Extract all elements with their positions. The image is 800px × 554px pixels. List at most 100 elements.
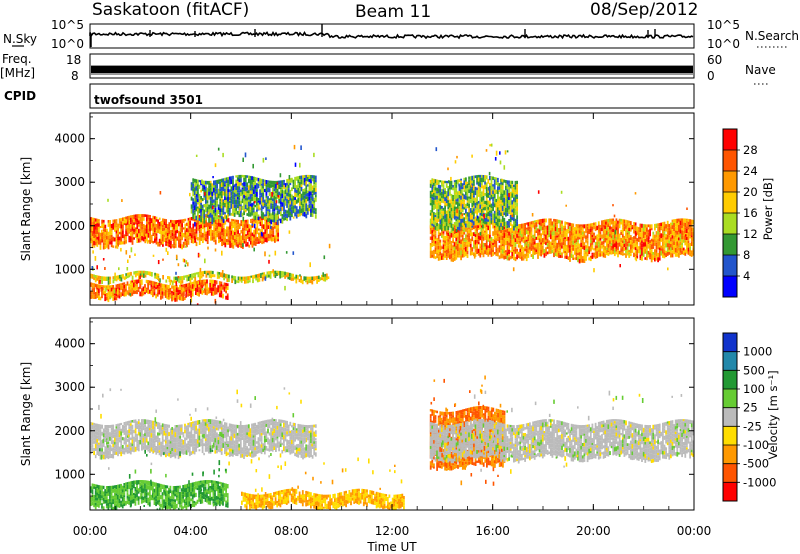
data-cell <box>192 275 195 279</box>
data-cell <box>621 234 624 238</box>
data-cell <box>213 213 215 218</box>
data-cell <box>297 195 300 198</box>
data-cell <box>509 184 512 189</box>
data-cell <box>458 247 461 253</box>
data-cell <box>281 202 284 207</box>
data-cell-scatter <box>299 274 301 277</box>
data-cell <box>200 221 203 225</box>
data-cell <box>273 211 276 215</box>
data-cell <box>245 222 247 228</box>
data-cell <box>437 256 440 261</box>
data-cell <box>205 191 207 194</box>
data-cell <box>160 239 163 242</box>
data-cell <box>458 226 461 231</box>
data-cell <box>452 195 454 198</box>
data-cell <box>172 285 175 290</box>
data-cell <box>308 196 311 201</box>
data-cell <box>465 213 467 216</box>
data-cell <box>501 209 504 212</box>
data-cell <box>106 231 108 236</box>
data-cell <box>283 217 285 221</box>
data-cell <box>273 216 276 220</box>
data-cell-scatter <box>212 309 214 313</box>
data-cell <box>597 232 600 238</box>
data-cell <box>275 225 278 230</box>
data-cell-scatter <box>686 207 688 210</box>
data-cell <box>549 227 552 231</box>
data-cell-scatter <box>121 199 123 202</box>
data-cell <box>144 225 147 229</box>
data-cell <box>178 219 180 223</box>
data-cell <box>692 252 694 256</box>
data-cell <box>602 241 605 245</box>
data-cell <box>457 179 459 185</box>
data-cell <box>482 242 485 248</box>
data-cell <box>452 213 454 219</box>
data-cell <box>216 233 219 238</box>
data-cell <box>235 204 238 208</box>
data-cell <box>251 176 253 180</box>
data-cell <box>652 231 655 235</box>
data-cell <box>130 228 132 233</box>
data-cell <box>96 275 99 278</box>
data-cell <box>149 225 151 230</box>
data-cell <box>206 180 209 185</box>
data-cell <box>113 295 116 298</box>
data-cell <box>219 231 222 237</box>
data-cell <box>594 245 597 250</box>
data-cell <box>431 226 434 231</box>
data-cell <box>519 252 522 257</box>
data-cell <box>169 287 172 293</box>
data-cell <box>577 232 579 237</box>
data-cell <box>203 279 205 282</box>
data-cell-scatter <box>262 157 265 163</box>
data-cell <box>279 218 282 224</box>
data-cell <box>436 193 438 196</box>
data-cell <box>265 216 268 220</box>
data-cell <box>308 182 311 185</box>
data-cell <box>564 239 567 243</box>
data-cell <box>236 190 239 193</box>
data-cell <box>140 288 143 293</box>
data-cell-scatter <box>146 239 149 244</box>
data-cell <box>439 209 442 212</box>
data-cell <box>508 186 510 191</box>
data-cell <box>581 245 584 250</box>
data-cell <box>597 221 600 225</box>
data-cell <box>668 243 671 246</box>
data-cell <box>586 245 589 249</box>
data-cell <box>525 222 528 225</box>
data-cell <box>434 229 437 234</box>
data-cell <box>236 181 239 187</box>
data-cell <box>519 240 522 244</box>
data-cell <box>274 238 276 243</box>
data-cell <box>313 197 316 201</box>
data-cell <box>218 226 220 231</box>
data-cell <box>308 186 311 192</box>
data-cell <box>206 206 209 212</box>
data-cell <box>305 213 308 219</box>
data-cell <box>562 241 565 246</box>
data-cell <box>162 236 164 242</box>
data-cell <box>636 256 639 259</box>
data-cell <box>575 242 578 245</box>
data-cell <box>577 236 579 240</box>
data-cell <box>131 292 134 296</box>
data-cell <box>485 191 488 194</box>
data-cell <box>166 233 169 236</box>
data-cell-scatter <box>503 165 506 170</box>
data-cell-scatter <box>139 275 141 279</box>
data-cell <box>460 228 462 232</box>
data-cell <box>233 184 236 187</box>
data-cell <box>251 184 253 189</box>
data-cell <box>559 250 562 253</box>
data-cell <box>299 194 301 198</box>
data-cell <box>321 274 323 278</box>
data-cell <box>481 225 483 228</box>
data-cell <box>596 236 599 242</box>
data-cell <box>501 253 504 259</box>
data-cell-scatter <box>125 250 128 255</box>
data-cell <box>484 235 486 240</box>
data-cell <box>259 192 261 196</box>
data-cell <box>665 239 667 244</box>
